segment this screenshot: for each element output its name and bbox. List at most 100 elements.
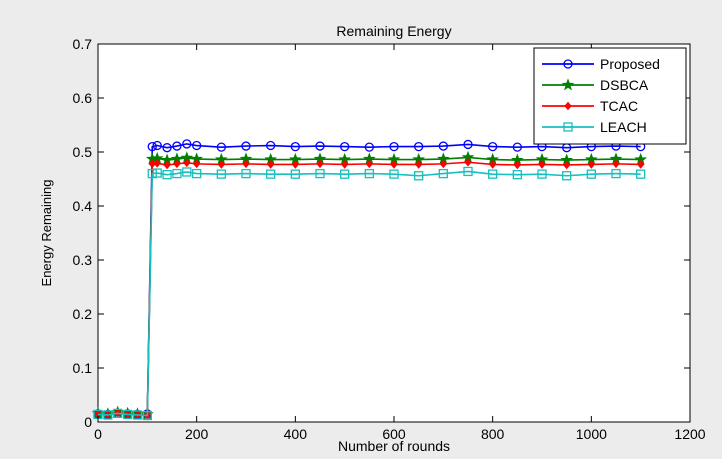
data-point-leach (103, 410, 113, 420)
data-point-leach (586, 169, 596, 179)
x-tick-label: 0 (94, 426, 102, 442)
y-tick-label: 0.2 (73, 306, 93, 322)
data-point-proposed (162, 143, 172, 153)
data-point-leach (152, 168, 162, 178)
legend-item-tcac: TCAC (542, 98, 638, 114)
legend-label: LEACH (600, 119, 647, 135)
data-point-tcac (637, 160, 645, 169)
data-point-proposed (364, 142, 374, 152)
data-point-leach (182, 167, 192, 177)
data-point-leach (315, 168, 325, 179)
data-point-tcac (365, 159, 373, 169)
data-point-tcac (415, 160, 423, 169)
data-point-proposed (389, 141, 399, 152)
data-point-leach (463, 166, 473, 177)
x-tick-label: 200 (185, 426, 209, 442)
data-point-leach (192, 168, 202, 179)
y-tick-label: 0.4 (73, 198, 93, 214)
x-tick-label: 400 (284, 426, 308, 442)
data-point-leach (147, 168, 157, 179)
data-point-tcac (291, 160, 299, 169)
data-point-leach (611, 168, 621, 179)
y-axis-label: Energy Remaining (39, 180, 54, 287)
data-point-leach (290, 169, 300, 179)
data-point-tcac (163, 160, 171, 170)
legend-swatch-marker (564, 101, 572, 111)
y-tick-label: 0.6 (73, 90, 93, 106)
data-point-leach (488, 169, 498, 179)
legend-box (533, 47, 687, 145)
series-layer (91, 139, 647, 421)
data-point-proposed (438, 141, 448, 151)
data-point-proposed (172, 141, 182, 151)
data-point-leach (266, 169, 276, 179)
data-point-leach (113, 408, 123, 419)
data-point-leach (636, 169, 646, 179)
data-point-tcac (464, 157, 472, 167)
data-point-proposed (216, 142, 226, 152)
y-tick-label: 0 (84, 414, 92, 430)
data-point-leach (364, 168, 374, 179)
data-point-tcac (242, 159, 250, 169)
data-point-tcac (173, 159, 181, 169)
data-point-leach (122, 409, 133, 420)
data-point-tcac (390, 160, 398, 169)
data-point-tcac (513, 160, 521, 170)
data-point-proposed (315, 141, 325, 151)
data-point-tcac (563, 160, 571, 170)
data-point-leach (537, 169, 547, 179)
data-point-proposed (290, 141, 300, 152)
legend-swatch-marker (563, 59, 573, 69)
data-point-leach (562, 171, 572, 181)
data-point-proposed (340, 141, 350, 152)
legend-item-dsbca: DSBCA (542, 77, 649, 93)
axes-layer: 0 200 400 600 800 1000 1200 0 0.1 0.2 0.3 0.4 0.5 0.6… (73, 36, 706, 442)
data-point-proposed (152, 140, 162, 151)
data-point-proposed (147, 141, 157, 152)
y-tick-label: 0.3 (73, 252, 93, 268)
data-point-proposed (414, 141, 424, 152)
data-point-tcac (183, 158, 191, 168)
legend: Proposed DSBCA TCAC LEACH (533, 47, 687, 145)
data-point-proposed (241, 141, 251, 151)
data-point-proposed (266, 140, 276, 151)
legend-label: Proposed (600, 56, 660, 72)
data-point-leach (142, 410, 152, 421)
legend-swatch-marker (563, 122, 573, 132)
data-point-leach (414, 171, 424, 181)
legend-item-proposed: Proposed (542, 56, 660, 72)
x-tick-label: 1000 (576, 426, 607, 442)
data-point-proposed (192, 140, 202, 151)
y-tick-label: 0.7 (73, 36, 93, 52)
legend-label: DSBCA (600, 77, 649, 93)
data-point-tcac (153, 159, 161, 168)
data-point-tcac (316, 159, 324, 169)
data-point-tcac (538, 160, 546, 169)
data-point-leach (241, 168, 251, 179)
chart-title: Remaining Energy (336, 23, 451, 39)
data-point-proposed (512, 142, 522, 152)
data-point-tcac (439, 159, 447, 169)
y-tick-label: 0.5 (73, 144, 93, 160)
data-point-leach (438, 168, 448, 179)
x-tick-label: 600 (382, 426, 406, 442)
legend-swatch-marker (561, 78, 575, 91)
data-point-leach (340, 169, 350, 179)
x-axis-label: Number of rounds (338, 438, 450, 454)
legend-label: TCAC (600, 98, 638, 114)
data-point-tcac (489, 160, 497, 169)
y-tick-label: 0.1 (73, 360, 93, 376)
data-point-leach (512, 170, 522, 180)
data-point-leach (172, 168, 182, 179)
data-point-leach (389, 169, 399, 179)
data-point-leach (132, 410, 143, 420)
data-point-leach (216, 169, 226, 179)
data-point-proposed (182, 139, 192, 149)
data-point-tcac (193, 159, 201, 169)
data-point-tcac (612, 159, 620, 169)
x-tick-label: 1200 (674, 426, 705, 442)
data-point-tcac (267, 160, 275, 169)
series-leach (93, 166, 646, 421)
legend-item-leach: LEACH (542, 119, 647, 135)
